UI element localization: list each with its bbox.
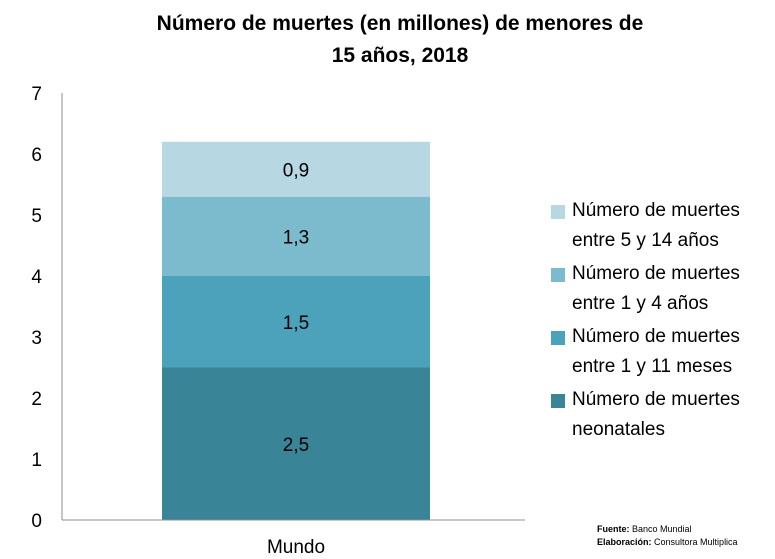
source-value: Banco Mundial — [632, 524, 692, 534]
chart-legend: Número de muertes entre 5 y 14 años Númer… — [551, 196, 775, 448]
y-tick-label: 3 — [31, 328, 42, 349]
legend-item: Número de muertes entre 5 y 14 años — [551, 196, 775, 259]
legend-swatch — [551, 268, 565, 282]
chart-title-line-1: Número de muertes (en millones) de menor… — [156, 12, 644, 35]
y-tick-label: 0 — [31, 511, 42, 532]
data-label-4: 0,9 — [283, 160, 309, 181]
bar-segment-4 — [162, 141, 430, 197]
legend-item: Número de muertes entre 1 y 4 años — [551, 259, 775, 322]
data-label-2: 1,5 — [283, 313, 309, 334]
bar-segment-3 — [162, 196, 430, 276]
y-tick-label: 7 — [31, 84, 42, 105]
bar-segment-2 — [162, 276, 430, 368]
y-tick-label: 6 — [31, 145, 42, 166]
elaboration-line: Elaboración: Consultora Multiplica — [597, 536, 738, 549]
data-label-1: 2,5 — [283, 435, 309, 456]
legend-label: Número de muertes neonatales — [572, 389, 740, 440]
y-tick-label: 5 — [31, 206, 42, 227]
legend-swatch — [551, 394, 565, 408]
elaboration-value: Consultora Multiplica — [654, 537, 738, 547]
legend-label: Número de muertes entre 1 y 4 años — [572, 263, 740, 314]
y-tick-label: 2 — [31, 389, 42, 410]
legend-item: Número de muertes entre 1 y 11 meses — [551, 322, 775, 385]
source-line: Fuente: Banco Mundial — [597, 523, 738, 536]
legend-label: Número de muertes entre 1 y 11 meses — [572, 326, 740, 377]
legend-swatch — [551, 331, 565, 345]
y-tick-label: 4 — [31, 267, 42, 288]
chart-title: Número de muertes (en millones) de menor… — [0, 8, 775, 72]
bar-segment-1 — [162, 367, 430, 520]
source-note: Fuente: Banco Mundial Elaboración: Consu… — [597, 523, 738, 549]
source-label: Fuente: — [597, 524, 630, 534]
legend-swatch — [551, 205, 565, 219]
y-tick-label: 1 — [31, 450, 42, 471]
legend-item: Número de muertes neonatales — [551, 385, 775, 448]
legend-label: Número de muertes entre 5 y 14 años — [572, 200, 740, 251]
elaboration-label: Elaboración: — [597, 537, 652, 547]
chart-title-line-2: 15 años, 2018 — [331, 44, 469, 67]
x-category-label: Mundo — [267, 537, 325, 558]
data-label-3: 1,3 — [283, 227, 309, 248]
